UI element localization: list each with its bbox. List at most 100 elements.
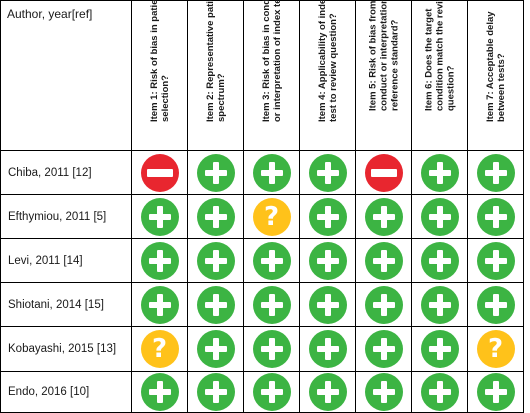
plus-circle-icon xyxy=(308,373,347,411)
assessment-cell: ? xyxy=(243,194,300,239)
plus-circle-icon xyxy=(308,285,347,324)
study-author-cell: Chiba, 2011 [12] xyxy=(0,150,132,195)
minus-bar xyxy=(370,168,397,177)
assessment-cell xyxy=(299,371,356,413)
plus-vertical-bar xyxy=(324,293,331,316)
assessment-cell xyxy=(299,238,356,283)
plus-circle-icon xyxy=(420,330,459,368)
plus-vertical-bar xyxy=(436,205,443,228)
assessment-cell xyxy=(243,371,300,413)
assessment-cell xyxy=(299,194,356,239)
assessment-cell xyxy=(131,194,188,239)
plus-circle-icon xyxy=(308,153,347,192)
assessment-cell xyxy=(411,194,468,239)
assessment-cell xyxy=(355,194,412,239)
assessment-cell xyxy=(187,150,244,195)
plus-vertical-bar xyxy=(268,249,275,272)
assessment-cell xyxy=(243,150,300,195)
item-header-label: Item 2: Representative patient spectrum? xyxy=(204,0,227,122)
plus-vertical-bar xyxy=(492,381,499,403)
plus-vertical-bar xyxy=(436,249,443,272)
study-author-cell: Levi, 2011 [14] xyxy=(0,238,132,283)
plus-vertical-bar xyxy=(324,161,331,184)
study-author-cell: Efthymiou, 2011 [5] xyxy=(0,194,132,239)
assessment-cell xyxy=(411,238,468,283)
plus-circle-icon xyxy=(196,241,235,280)
plus-vertical-bar xyxy=(380,293,387,316)
assessment-cell xyxy=(187,238,244,283)
author-column-header: Author, year[ref] xyxy=(0,0,132,151)
plus-vertical-bar xyxy=(492,205,499,228)
plus-circle-icon xyxy=(420,197,459,236)
plus-circle-icon xyxy=(364,197,403,236)
plus-vertical-bar xyxy=(380,249,387,272)
assessment-cell xyxy=(131,371,188,413)
table-row: Chiba, 2011 [12] xyxy=(0,150,524,195)
item-header-4: Item 4: Applicability of index test to r… xyxy=(299,0,356,151)
assessment-cell xyxy=(355,371,412,413)
plus-circle-icon xyxy=(140,373,179,411)
assessment-cell xyxy=(467,238,524,283)
assessment-cell xyxy=(187,194,244,239)
assessment-cell xyxy=(355,150,412,195)
table-row: Endo, 2016 [10] xyxy=(0,371,524,413)
plus-circle-icon xyxy=(252,153,291,192)
plus-vertical-bar xyxy=(268,161,275,184)
assessment-cell xyxy=(467,282,524,327)
item-header-label: Item 4: Applicability of index test to r… xyxy=(316,0,339,122)
assessment-cell xyxy=(411,150,468,195)
assessment-cell xyxy=(355,238,412,283)
plus-circle-icon xyxy=(252,373,291,411)
plus-vertical-bar xyxy=(268,293,275,316)
minus-circle-icon xyxy=(140,153,179,192)
table-row: Efthymiou, 2011 [5]? xyxy=(0,194,524,239)
question-glyph: ? xyxy=(487,334,504,364)
assessment-cell xyxy=(467,194,524,239)
table-row: Kobayashi, 2015 [13]?? xyxy=(0,326,524,372)
plus-circle-icon xyxy=(364,285,403,324)
study-author-cell: Kobayashi, 2015 [13] xyxy=(0,326,132,372)
plus-vertical-bar xyxy=(212,249,219,272)
question-circle-icon: ? xyxy=(140,330,179,368)
plus-vertical-bar xyxy=(380,381,387,403)
plus-vertical-bar xyxy=(324,381,331,403)
item-header-label: Item 5: Risk of bias from conduct or int… xyxy=(367,0,400,111)
question-circle-icon: ? xyxy=(252,197,291,236)
plus-circle-icon xyxy=(476,285,515,324)
plus-circle-icon xyxy=(140,241,179,280)
plus-circle-icon xyxy=(308,197,347,236)
item-header-label: Item 3: Risk of bias in conduct or inter… xyxy=(260,0,283,122)
plus-circle-icon xyxy=(252,330,291,368)
plus-circle-icon xyxy=(364,330,403,368)
plus-circle-icon xyxy=(308,241,347,280)
item-header-5: Item 5: Risk of bias from conduct or int… xyxy=(355,0,412,151)
minus-circle-icon xyxy=(364,153,403,192)
plus-circle-icon xyxy=(364,241,403,280)
item-header-7: Item 7: Acceptable delay between tests? xyxy=(467,0,524,151)
item-header-1: Item 1: Risk of bias in patient selectio… xyxy=(131,0,188,151)
plus-circle-icon xyxy=(420,241,459,280)
table-body: Chiba, 2011 [12] Efthymiou, 2011 [5]? Levi… xyxy=(0,150,524,413)
study-author-cell: Shiotani, 2014 [15] xyxy=(0,282,132,327)
assessment-cell xyxy=(131,282,188,327)
assessment-cell: ? xyxy=(467,326,524,372)
assessment-cell xyxy=(299,150,356,195)
assessment-cell xyxy=(467,150,524,195)
plus-circle-icon xyxy=(364,373,403,411)
question-circle-icon: ? xyxy=(476,330,515,368)
plus-vertical-bar xyxy=(436,338,443,360)
plus-circle-icon xyxy=(476,197,515,236)
plus-vertical-bar xyxy=(212,205,219,228)
plus-circle-icon xyxy=(252,285,291,324)
plus-vertical-bar xyxy=(380,338,387,360)
plus-vertical-bar xyxy=(436,161,443,184)
plus-circle-icon xyxy=(196,285,235,324)
plus-vertical-bar xyxy=(156,205,163,228)
item-header-3: Item 3: Risk of bias in conduct or inter… xyxy=(243,0,300,151)
plus-circle-icon xyxy=(196,373,235,411)
plus-vertical-bar xyxy=(156,293,163,316)
plus-vertical-bar xyxy=(268,381,275,403)
plus-circle-icon xyxy=(252,241,291,280)
plus-circle-icon xyxy=(140,197,179,236)
